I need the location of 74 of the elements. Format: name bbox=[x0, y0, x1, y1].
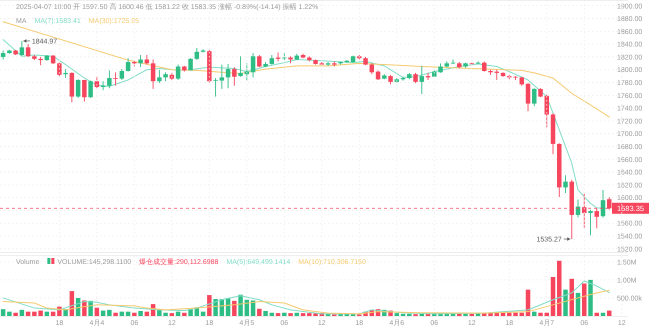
bar bbox=[394, 313, 400, 316]
bar bbox=[176, 312, 180, 316]
bar bbox=[13, 312, 18, 316]
candlestick bbox=[194, 48, 200, 61]
candlestick bbox=[257, 54, 262, 68]
bar bbox=[563, 290, 568, 316]
candlestick bbox=[232, 66, 237, 86]
bar bbox=[288, 313, 293, 316]
bar bbox=[138, 310, 143, 316]
bar bbox=[576, 292, 580, 316]
candlestick bbox=[376, 70, 380, 80]
bar bbox=[570, 278, 574, 316]
candlestick bbox=[100, 80, 106, 91]
candlestick bbox=[388, 74, 393, 85]
candlestick bbox=[150, 59, 156, 90]
candlestick bbox=[276, 52, 280, 62]
bar bbox=[132, 312, 137, 316]
candlestick bbox=[26, 44, 30, 58]
bar bbox=[157, 310, 162, 316]
bar bbox=[294, 312, 300, 316]
candlestick bbox=[120, 68, 124, 80]
candlestick bbox=[532, 88, 537, 107]
candlestick bbox=[82, 80, 87, 102]
candlestick bbox=[138, 54, 143, 68]
bar bbox=[200, 312, 206, 316]
candlestick bbox=[270, 54, 274, 66]
candlestick bbox=[250, 52, 256, 78]
candlestick bbox=[176, 64, 180, 80]
candlestick bbox=[526, 82, 530, 112]
line-series bbox=[2, 39, 610, 210]
candlestick bbox=[600, 190, 606, 218]
bar bbox=[276, 313, 280, 316]
candlestick bbox=[576, 199, 580, 218]
bar bbox=[526, 290, 530, 316]
bar bbox=[588, 280, 593, 316]
bar bbox=[113, 312, 118, 316]
bar bbox=[600, 312, 606, 316]
bar bbox=[250, 300, 256, 316]
bar bbox=[532, 312, 537, 316]
candlestick bbox=[563, 174, 568, 194]
bar bbox=[126, 312, 130, 316]
line-series bbox=[2, 280, 610, 314]
bar bbox=[182, 312, 187, 316]
candlestick bbox=[588, 209, 593, 236]
bar bbox=[120, 312, 124, 316]
bar bbox=[257, 308, 262, 316]
candlestick bbox=[438, 62, 443, 74]
candlestick bbox=[482, 60, 487, 72]
bar bbox=[226, 298, 230, 316]
candlestick bbox=[88, 80, 93, 98]
bar bbox=[582, 284, 587, 316]
bar bbox=[163, 312, 168, 316]
candlestick bbox=[113, 72, 118, 86]
candlestick bbox=[413, 72, 418, 84]
candlestick bbox=[370, 62, 374, 75]
bar bbox=[607, 310, 612, 316]
bar bbox=[38, 310, 43, 316]
line-series bbox=[2, 290, 610, 314]
candlestick bbox=[76, 78, 80, 98]
candlestick bbox=[157, 69, 162, 84]
candlestick bbox=[420, 65, 424, 94]
candlestick bbox=[126, 58, 130, 72]
bar bbox=[44, 312, 50, 316]
bar bbox=[144, 312, 150, 316]
candlestick bbox=[144, 54, 150, 66]
candlestick bbox=[70, 72, 74, 103]
candlestick bbox=[188, 58, 193, 71]
bar bbox=[20, 310, 24, 316]
bar bbox=[594, 312, 600, 316]
bar bbox=[282, 312, 287, 316]
bar bbox=[170, 313, 174, 316]
bar bbox=[94, 308, 100, 316]
candlestick bbox=[226, 64, 230, 89]
candlestick bbox=[107, 70, 112, 89]
